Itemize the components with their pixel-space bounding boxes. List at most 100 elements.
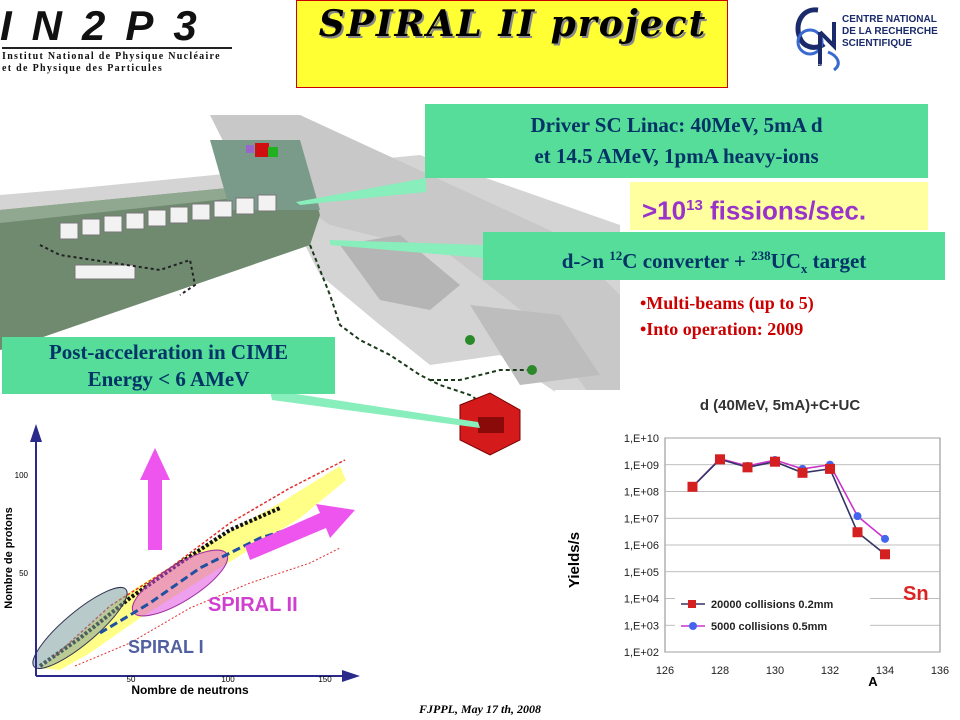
converter-text-a: d->n — [561, 249, 610, 273]
converter-text-b: C converter + — [622, 249, 752, 273]
facility-layout-image — [0, 115, 620, 456]
spiral2-reach-line — [99, 524, 301, 635]
beam-line-high-energy — [309, 244, 501, 416]
yields-y-tick: 1,E+04 — [624, 594, 659, 606]
cnrs-name-line3: SCIENTIFIQUE — [842, 38, 913, 49]
yields-y-tick: 1,E+07 — [624, 513, 659, 525]
x-axis-label: Nombre de neutrons — [131, 683, 249, 697]
yields-legend-label: 5000 collisions 0.5mm — [711, 621, 827, 633]
linac-hall-floor — [0, 180, 320, 350]
x-axis-arrow-icon — [342, 670, 360, 682]
driver-linac-label: Driver SC Linac: 40MeV, 5mA d et 14.5 AM… — [425, 104, 928, 178]
yields-x-tick: 130 — [766, 665, 784, 677]
x-tick-100: 100 — [221, 675, 235, 684]
yields-x-tick: 136 — [931, 665, 949, 677]
in2p3-subtitle-line1: Institut National de Physique Nucléaire — [2, 51, 221, 62]
cnrs-name-line1: CENTRE NATIONAL — [842, 14, 937, 25]
y-axis-arrow-icon — [30, 424, 42, 442]
post-acceleration-line1: Post-acceleration in CIME — [48, 340, 289, 364]
yields-x-axis-label: A — [868, 674, 878, 689]
yields-point-square — [742, 462, 753, 473]
fissions-rate-unit: fissions/sec. — [702, 195, 867, 226]
yields-chart: d (40MeV, 5mA)+C+UC 1,E+021,E+031,E+041,… — [555, 390, 960, 702]
post-acceleration-line2: Energy < 6 AMeV — [87, 367, 250, 391]
yields-x-tick: 128 — [711, 665, 729, 677]
converter-text-c: UC — [770, 249, 801, 273]
cime-cyclotron — [459, 392, 521, 456]
beam-line-branch — [430, 369, 530, 381]
yields-point-square — [687, 481, 698, 492]
spiral1-label: SPIRAL I — [128, 637, 204, 657]
yields-ticks: 1,E+02 1,E+03 1,E+04 1,E+05 1,E+06 1,E+07 1,E+… — [624, 433, 949, 677]
in2p3-logo-rule — [2, 47, 232, 49]
ion-sources — [246, 143, 278, 157]
fissions-rate-exponent: 13 — [686, 197, 703, 214]
yields-chart-title: d (40MeV, 5mA)+C+UC — [700, 397, 861, 414]
linac-cryomodules — [59, 194, 277, 280]
cnrs-logo: CNRS — [795, 7, 840, 72]
features-list-item-multibeams: •Multi-beams (up to 5) — [640, 293, 814, 313]
x-tick-150: 150 — [318, 675, 332, 684]
driver-callout-pointer — [296, 178, 426, 205]
yields-y-tick: 1,E+03 — [624, 620, 659, 632]
cnrs-logo-text: CNRS — [810, 64, 825, 70]
fissions-rate-base: >10 — [642, 195, 687, 226]
yields-y-tick: 1,E+02 — [624, 647, 659, 659]
y-tick-100: 100 — [15, 471, 29, 480]
y-tick-50: 50 — [19, 569, 28, 578]
yields-point-square — [880, 549, 890, 560]
ion-source-room — [210, 140, 320, 210]
yields-legend-label: 20000 collisions 0.2mm — [711, 599, 834, 611]
converter-target-label: d->n 12C converter + 238UCx target — [483, 232, 945, 280]
features-list: •Multi-beams (up to 5) •Into operation: … — [640, 290, 814, 342]
project-title-box: SPIRAL II project — [296, 0, 728, 88]
driver-linac-line2: et 14.5 AMeV, 1pmA heavy-ions — [534, 144, 819, 168]
beam-magnet — [465, 335, 475, 345]
proton-rich-arrow-icon — [140, 448, 170, 550]
converter-text-d: target — [807, 249, 867, 273]
yields-point-square — [770, 456, 780, 467]
yields-legend-square — [688, 600, 696, 608]
yields-point-circle — [881, 534, 889, 543]
nuclide-chart: 100 50 50 100 150 Nombre de protons Nomb… — [3, 424, 360, 697]
yields-legend-circle — [689, 622, 697, 630]
fissions-rate-label: >1013 fissions/sec. — [630, 182, 928, 230]
in2p3-subtitle-line2: et de Physique des Particules — [2, 63, 164, 74]
yields-x-tick: 132 — [821, 665, 839, 677]
spiral2-label: SPIRAL II — [208, 594, 298, 616]
in2p3-logo: IN2P3 — [0, 2, 217, 49]
yields-y-tick: 1,E+05 — [624, 567, 659, 579]
cnrs-logo-mark — [795, 7, 840, 72]
converter-sup-12: 12 — [609, 248, 623, 263]
converter-sub-x: x — [800, 261, 808, 277]
beam-magnet — [527, 365, 537, 375]
yields-y-axis-label: Yields/s — [566, 532, 583, 588]
x-tick-50: 50 — [127, 675, 136, 684]
yields-y-tick: 1,E+08 — [624, 487, 659, 499]
yields-point-square — [852, 527, 863, 538]
yields-legend: 20000 collisions 0.2mm 5000 collisions 0.… — [675, 590, 870, 636]
page-title: SPIRAL II project — [318, 3, 708, 45]
converter-callout-pointer — [330, 240, 483, 258]
yields-y-tick: 1,E+06 — [624, 540, 659, 552]
yields-x-tick: 134 — [876, 665, 894, 677]
yields-point-square — [797, 467, 808, 478]
postacc-callout-pointer — [270, 390, 480, 428]
yields-point-square — [825, 463, 835, 474]
features-list-item-operation: •Into operation: 2009 — [640, 319, 804, 339]
yields-point-circle — [853, 512, 862, 521]
cnrs-name: CENTRE NATIONAL DE LA RECHERCHE SCIENTIF… — [842, 14, 938, 50]
yields-y-tick: 1,E+10 — [624, 433, 659, 445]
yields-y-tick: 1,E+09 — [624, 460, 659, 472]
footer-date: FJPPL, May 17 th, 2008 — [419, 702, 541, 716]
yields-point-square — [715, 454, 725, 465]
production-room — [340, 235, 460, 310]
driver-linac-line1: Driver SC Linac: 40MeV, 5mA d — [530, 113, 823, 137]
spiral1-region — [32, 587, 128, 669]
y-axis-label: Nombre de protons — [3, 507, 15, 608]
yields-series — [687, 454, 890, 560]
yields-legend-box — [675, 590, 870, 636]
cnrs-name-line2: DE LA RECHERCHE — [842, 26, 938, 37]
yields-element-annotation: Sn — [903, 583, 929, 605]
